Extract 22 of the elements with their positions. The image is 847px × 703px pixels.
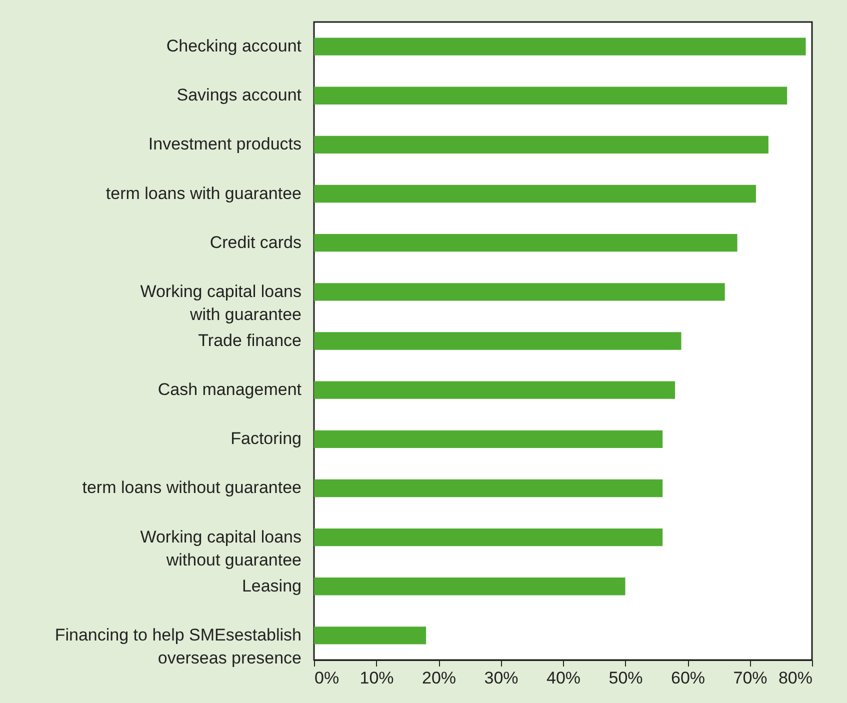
y-tick-label: Investment products (148, 134, 302, 154)
y-tick-label: Cash management (158, 380, 302, 400)
y-tick-label: term loans without guarantee (82, 478, 302, 498)
y-tick-label: Financing to help SMEsestablish overseas presence (54, 625, 302, 668)
y-tick-label: Credit cards (210, 232, 302, 252)
x-tick-label: 70% (733, 668, 768, 688)
y-tick-label: term loans with guarantee (106, 184, 302, 203)
x-tick-label: 60% (670, 668, 706, 688)
x-tick-label: 20% (422, 668, 456, 688)
y-tick-label: Working capital loans with guarantee (140, 282, 302, 324)
x-tick-label: 40% (546, 668, 581, 688)
y-tick-label: Leasing (242, 576, 302, 596)
y-tick-label: Factoring (230, 429, 302, 448)
y-tick-label: Trade finance (198, 331, 302, 350)
x-tick-label: 80% (778, 668, 812, 688)
y-tick-label: Working capital loans without guarantee (140, 527, 302, 570)
x-tick-label: 10% (360, 668, 394, 688)
x-tick-label: 0% (314, 668, 340, 688)
y-tick-label: Savings account (176, 86, 302, 105)
x-tick-label: 50% (608, 668, 643, 688)
x-tick-label: 30% (484, 668, 518, 688)
y-tick-label: Checking account (166, 36, 302, 56)
